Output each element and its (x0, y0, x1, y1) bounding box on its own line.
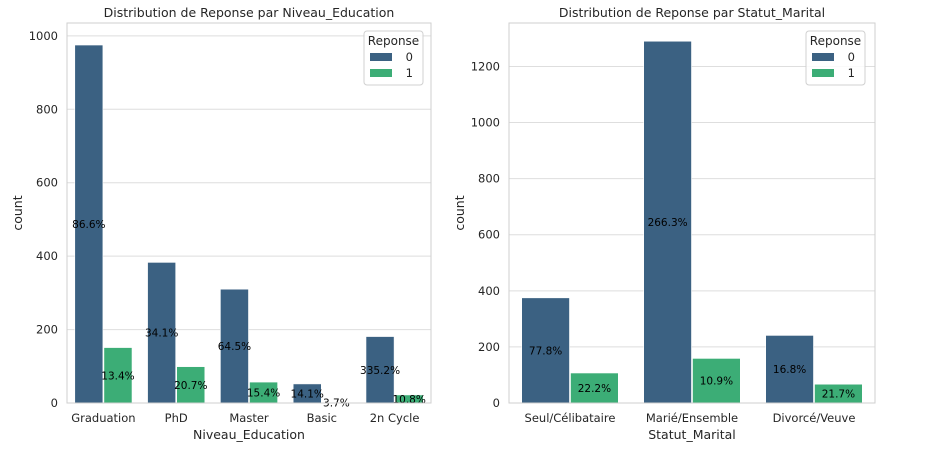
chart1-bar-percent-label: 3.7% (323, 398, 350, 410)
chart1-bar-percent-label: 10.8% (392, 394, 425, 406)
chart1-bar-2n-cycle-series-0 (365, 336, 395, 404)
chart1-y-tick-label: 600 (36, 176, 58, 190)
chart1-y-tick-label: 1000 (29, 29, 58, 43)
chart2-bar-divorc-veuve-series-0 (765, 335, 814, 404)
chart2-plot-frame (508, 22, 876, 404)
chart1-bar-percent-label: 34.1% (145, 328, 178, 340)
chart2-bar-mari-ensemble-series-1 (692, 358, 741, 404)
chart1-bar-percent-label: 335.2% (360, 365, 400, 377)
chart1-bar-graduation-series-0 (74, 44, 104, 404)
chart2-legend-label-0: 0 (848, 50, 855, 64)
chart2-bar-seul-c-libataire-series-0 (521, 297, 570, 404)
chart1-bar-percent-label: 20.7% (174, 380, 207, 392)
chart1-legend-title: Reponse (368, 34, 419, 48)
chart2-y-tick-label: 0 (493, 396, 500, 410)
chart1-bar-percent-label: 14.1% (291, 388, 324, 400)
chart1-plot-frame (66, 22, 432, 404)
chart2-bar-percent-label: 10.9% (700, 376, 733, 388)
chart2-bar-percent-label: 266.3% (648, 217, 688, 229)
chart1-bar-percent-label: 15.4% (247, 388, 280, 400)
chart1-bar-percent-label: 64.5% (218, 341, 251, 353)
chart2-plot-area (509, 23, 875, 403)
chart1-x-tick-label: PhD (165, 411, 188, 425)
chart1-y-tick-label: 400 (36, 249, 58, 263)
chart1-x-tick-label: 2n Cycle (370, 411, 420, 425)
chart2-legend-swatch-1 (812, 69, 834, 77)
chart2-bar-percent-label: 22.2% (578, 383, 611, 395)
chart2-title: Distribution de Reponse par Statut_Marit… (559, 5, 825, 20)
chart2-x-tick-label: Marié/Ensemble (646, 411, 738, 425)
chart2-x-axis-label: Statut_Marital (648, 427, 736, 442)
chart2-bar-mari-ensemble-series-0 (643, 40, 692, 404)
chart2-legend-label-1: 1 (848, 66, 855, 80)
chart1-bar-percent-label: 86.6% (72, 219, 105, 231)
chart1-legend-swatch-1 (370, 69, 392, 77)
chart1-y-tick-label: 200 (36, 323, 58, 337)
chart2-x-tick-label: Seul/Célibataire (525, 411, 616, 425)
chart2-x-tick-label: Divorcé/Veuve (773, 411, 856, 425)
chart2-y-tick-label: 200 (478, 340, 500, 354)
chart1-y-axis-label: count (10, 195, 25, 230)
chart2-bar-percent-label: 16.8% (773, 364, 806, 376)
chart2-legend-swatch-0 (812, 53, 834, 61)
chart1-legend-label-1: 1 (406, 66, 413, 80)
chart1-title: Distribution de Reponse par Niveau_Educa… (104, 5, 395, 20)
chart2-y-axis-label: count (452, 195, 467, 230)
chart2-y-tick-label: 1000 (471, 116, 500, 130)
chart1-x-tick-label: Master (229, 411, 269, 425)
chart2-y-tick-label: 1200 (471, 59, 500, 73)
chart1-x-tick-label: Basic (307, 411, 337, 425)
chart1-y-tick-label: 800 (36, 102, 58, 116)
chart1-bar-percent-label: 13.4% (101, 370, 134, 382)
chart2-y-tick-label: 400 (478, 284, 500, 298)
chart2-y-tick-label: 800 (478, 172, 500, 186)
chart1-x-tick-label: Graduation (71, 411, 135, 425)
chart1-legend-swatch-0 (370, 53, 392, 61)
chart2-bar-percent-label: 21.7% (822, 389, 855, 401)
chart1-y-tick-label: 0 (51, 396, 58, 410)
chart1-x-axis-label: Niveau_Education (193, 427, 305, 442)
chart2-bar-percent-label: 77.8% (529, 345, 562, 357)
chart2-y-tick-label: 600 (478, 228, 500, 242)
chart1-legend-label-0: 0 (406, 50, 413, 64)
chart2-legend-title: Reponse (810, 34, 861, 48)
chart2-bar-seul-c-libataire-series-1 (570, 372, 619, 404)
